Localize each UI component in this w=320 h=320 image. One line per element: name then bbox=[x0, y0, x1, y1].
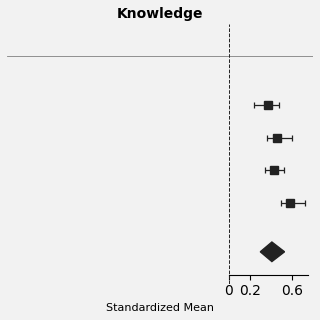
Polygon shape bbox=[260, 242, 284, 261]
Title: Knowledge: Knowledge bbox=[117, 7, 203, 21]
X-axis label: Standardized Mean: Standardized Mean bbox=[106, 302, 214, 313]
